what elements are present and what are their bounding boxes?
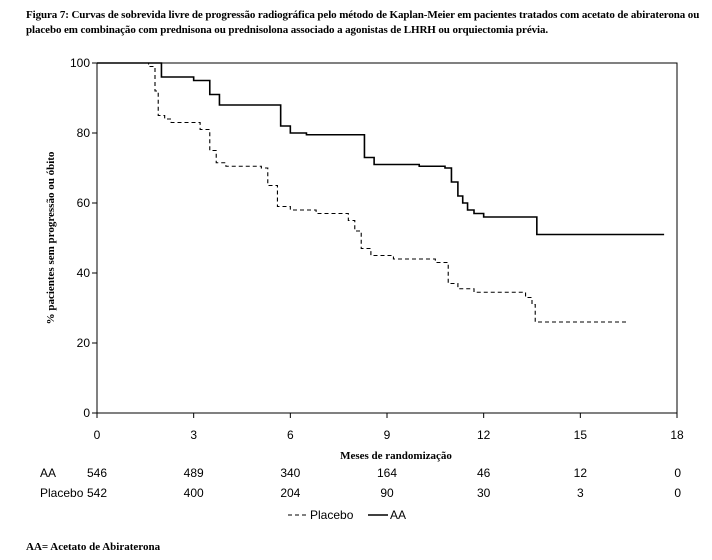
x-tick-label: 6 xyxy=(287,428,294,442)
y-tick-label: 80 xyxy=(77,126,91,140)
series-line-aa xyxy=(97,62,665,236)
x-tick-label: 18 xyxy=(670,428,684,442)
risk-count: 0 xyxy=(674,466,681,480)
x-tick-label: 3 xyxy=(190,428,197,442)
risk-count: 30 xyxy=(477,486,491,500)
x-tick-label: 9 xyxy=(384,428,391,442)
y-axis-title: % pacientes sem progressão ou óbito xyxy=(45,151,57,324)
legend: Placebo AA xyxy=(288,508,406,522)
axis-ticks: 0 3 6 9 12 15 18 0 20 40 60 80 100 xyxy=(70,56,684,442)
risk-count: 12 xyxy=(574,466,588,480)
y-tick-label: 0 xyxy=(83,406,90,420)
risk-count: 3 xyxy=(577,486,584,500)
risk-row-label: AA xyxy=(40,466,56,480)
y-tick-label: 60 xyxy=(77,196,91,210)
risk-count: 0 xyxy=(674,486,681,500)
risk-count: 340 xyxy=(280,466,300,480)
series-line-placebo xyxy=(97,62,629,323)
risk-count: 204 xyxy=(280,486,300,500)
x-tick-label: 12 xyxy=(477,428,491,442)
x-tick-label: 0 xyxy=(94,428,101,442)
risk-count: 489 xyxy=(184,466,204,480)
y-tick-label: 20 xyxy=(77,336,91,350)
legend-label-aa: AA xyxy=(390,508,406,522)
risk-count: 90 xyxy=(380,486,394,500)
series-layer xyxy=(97,62,665,323)
x-tick-label: 15 xyxy=(574,428,588,442)
risk-count: 164 xyxy=(377,466,397,480)
x-axis-title: Meses de randomização xyxy=(340,450,452,462)
y-tick-label: 40 xyxy=(77,266,91,280)
footnote: AA= Acetato de Abiraterona xyxy=(26,541,161,553)
risk-row-label: Placebo xyxy=(40,486,84,500)
risk-count: 542 xyxy=(87,486,107,500)
plot-frame xyxy=(96,62,678,414)
y-tick-label: 100 xyxy=(70,56,90,70)
figure-caption: Figura 7: Curvas de sobrevida livre de p… xyxy=(26,9,700,36)
plot-border xyxy=(96,62,678,414)
risk-count: 546 xyxy=(87,466,107,480)
legend-label-placebo: Placebo xyxy=(310,508,354,522)
risk-count: 400 xyxy=(184,486,204,500)
risk-count: 46 xyxy=(477,466,491,480)
